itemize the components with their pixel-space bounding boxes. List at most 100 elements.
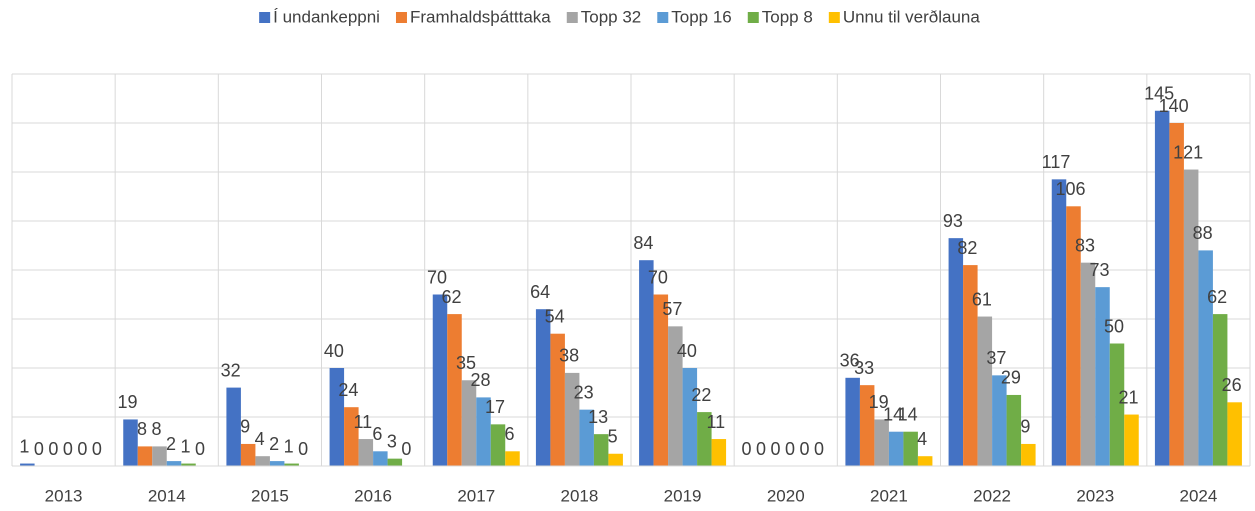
data-label: 64	[530, 282, 550, 302]
data-label: 83	[1075, 235, 1095, 255]
data-label: 6	[504, 424, 514, 444]
bar	[1212, 314, 1228, 466]
bar	[387, 458, 403, 466]
data-label: 1	[284, 436, 294, 456]
bar	[977, 316, 993, 466]
bar	[564, 372, 580, 466]
bar	[269, 461, 285, 466]
data-label: 0	[77, 439, 87, 459]
legend-swatch	[747, 12, 759, 23]
data-label: 19	[117, 392, 137, 412]
legend-swatch	[566, 12, 578, 23]
data-label: 0	[756, 439, 766, 459]
data-label: 28	[470, 370, 490, 390]
data-label: 36	[840, 351, 860, 371]
bar	[963, 265, 978, 466]
x-tick-label: 2014	[148, 486, 186, 505]
data-label: 0	[63, 439, 73, 459]
data-label: 0	[92, 439, 102, 459]
x-tick-label: 2015	[251, 486, 289, 505]
bar	[284, 463, 299, 466]
data-label: 57	[662, 299, 682, 319]
bar	[1051, 179, 1067, 466]
bar	[1109, 343, 1125, 466]
bar	[1124, 414, 1139, 466]
data-label: 0	[799, 439, 809, 459]
legend-label: Topp 32	[581, 7, 642, 26]
bar	[1227, 402, 1242, 466]
bar	[1021, 443, 1036, 466]
data-label: 84	[633, 233, 653, 253]
legend-swatch	[657, 12, 669, 23]
bar	[20, 463, 35, 466]
x-tick-label: 2018	[561, 486, 599, 505]
data-label: 4	[255, 429, 265, 449]
legend-label: Unnu til verðlauna	[843, 7, 981, 26]
data-label: 121	[1173, 142, 1203, 162]
bar	[1095, 287, 1110, 466]
data-label: 9	[240, 417, 250, 437]
bar	[608, 453, 623, 466]
bar	[888, 431, 904, 466]
data-label: 0	[34, 439, 44, 459]
bar	[653, 294, 669, 466]
data-label: 17	[485, 397, 505, 417]
bar	[490, 424, 506, 466]
bar	[711, 439, 727, 466]
data-label: 38	[559, 346, 579, 366]
data-label: 33	[854, 358, 874, 378]
data-label: 37	[986, 348, 1006, 368]
data-label: 54	[545, 306, 565, 326]
data-label: 70	[648, 267, 668, 287]
data-label: 21	[1118, 387, 1138, 407]
bar	[123, 419, 138, 466]
bar	[668, 326, 683, 466]
data-label: 3	[387, 431, 397, 451]
bar	[845, 377, 860, 466]
bar	[1154, 110, 1170, 466]
bar	[1080, 262, 1096, 466]
bar	[550, 333, 565, 466]
bar	[476, 397, 491, 466]
x-tick-label: 2016	[354, 486, 392, 505]
bar	[682, 368, 698, 466]
data-label: 9	[1020, 417, 1030, 437]
data-label: 11	[706, 412, 725, 432]
data-label: 73	[1089, 260, 1109, 280]
data-label: 0	[770, 439, 780, 459]
data-label: 40	[677, 341, 697, 361]
bar	[697, 412, 712, 466]
x-tick-label: 2024	[1180, 486, 1218, 505]
data-label: 0	[785, 439, 795, 459]
data-label: 23	[574, 382, 594, 402]
bar	[903, 431, 918, 466]
data-label: 50	[1104, 316, 1124, 336]
data-label: 1	[180, 436, 190, 456]
bar	[461, 380, 477, 466]
data-label: 5	[608, 427, 618, 447]
data-label: 6	[372, 424, 382, 444]
bar	[373, 451, 388, 466]
data-label: 29	[1001, 368, 1021, 388]
bar	[917, 456, 933, 466]
bar	[447, 314, 462, 466]
data-label: 0	[741, 439, 751, 459]
bar	[137, 446, 153, 466]
bar	[874, 419, 889, 466]
data-label: 35	[456, 353, 476, 373]
data-label: 13	[588, 407, 608, 427]
bar	[1066, 206, 1081, 467]
bar	[579, 409, 594, 466]
bar	[1006, 394, 1022, 466]
bar	[181, 463, 196, 466]
x-tick-label: 2017	[457, 486, 495, 505]
x-tick-label: 2019	[664, 486, 702, 505]
data-label: 2	[166, 434, 176, 454]
data-label: 62	[441, 287, 461, 307]
data-label: 1	[19, 436, 29, 456]
data-label: 0	[814, 439, 824, 459]
bar	[593, 434, 609, 466]
data-label: 82	[957, 238, 977, 258]
data-label: 0	[48, 439, 58, 459]
x-tick-label: 2013	[45, 486, 83, 505]
